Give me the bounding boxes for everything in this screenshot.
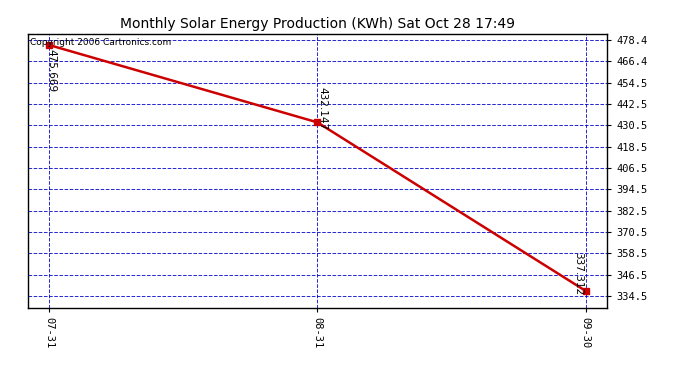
Text: 337.312: 337.312: [573, 252, 582, 295]
Title: Monthly Solar Energy Production (KWh) Sat Oct 28 17:49: Monthly Solar Energy Production (KWh) Sa…: [120, 17, 515, 31]
Text: Copyright 2006 Cartronics.com: Copyright 2006 Cartronics.com: [30, 38, 172, 47]
Text: 475.669: 475.669: [46, 48, 57, 92]
Text: 432.147: 432.147: [318, 87, 328, 130]
